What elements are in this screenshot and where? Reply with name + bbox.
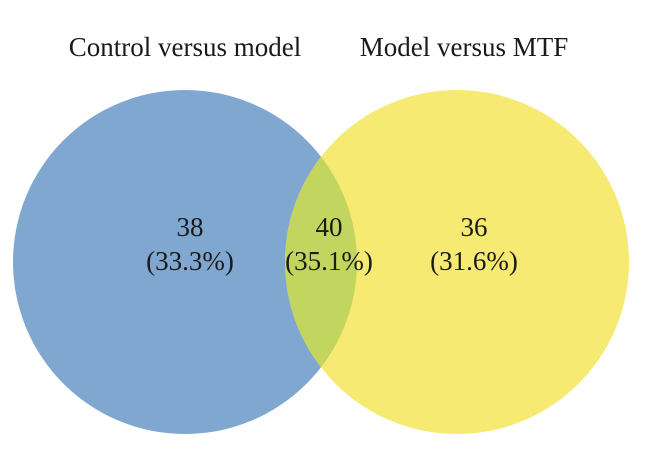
region-left-count: 38 [177, 212, 204, 242]
region-intersection-percent: (35.1%) [285, 246, 373, 276]
venn-set-right [285, 90, 629, 434]
region-intersection-count: 40 [316, 212, 343, 242]
region-left-percent: (33.3%) [146, 246, 234, 276]
set-label-right: Model versus MTF [360, 32, 569, 62]
venn-set-left [13, 90, 357, 434]
region-right-count: 36 [461, 212, 488, 242]
region-right-percent: (31.6%) [430, 246, 518, 276]
set-label-left: Control versus model [69, 32, 301, 62]
